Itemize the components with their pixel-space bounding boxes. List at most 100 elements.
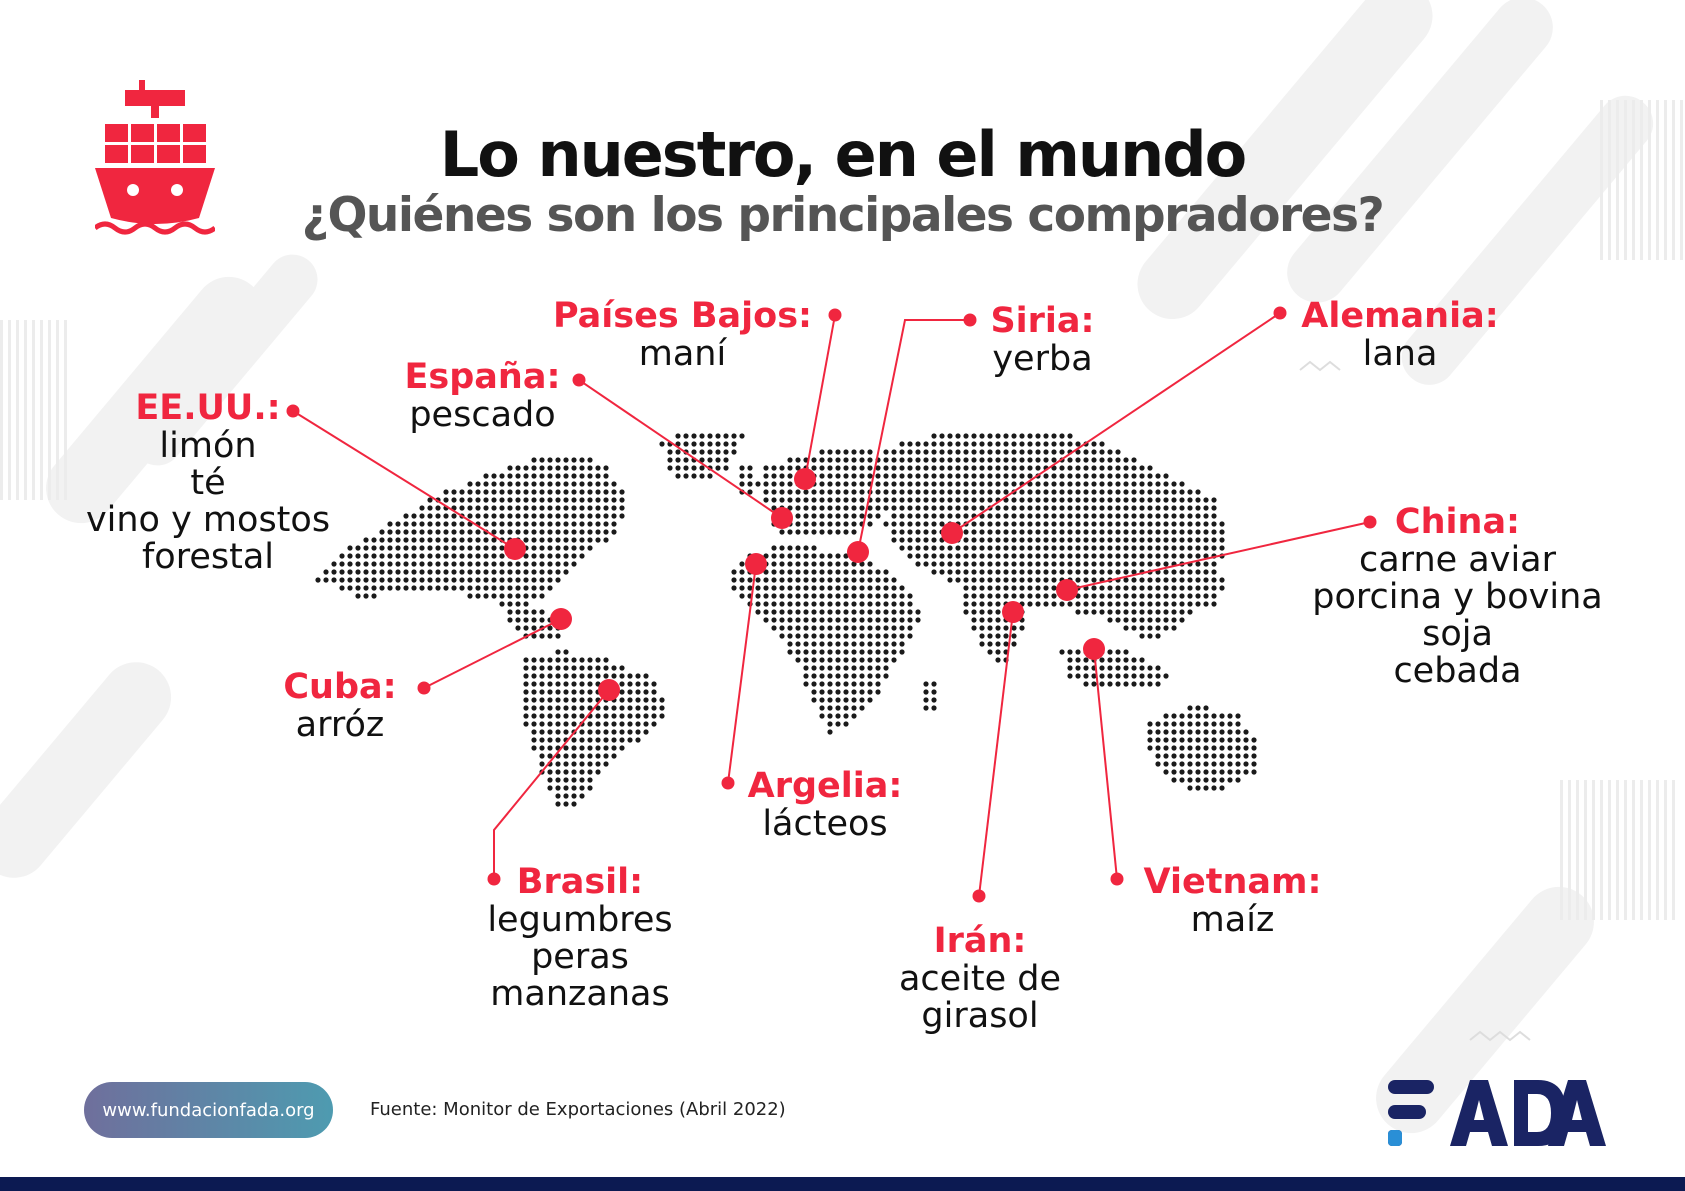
map-dot [379, 585, 385, 591]
map-dot [1211, 777, 1217, 783]
map-dot [907, 473, 913, 479]
map-dot [915, 441, 921, 447]
map-dot [1067, 553, 1073, 559]
map-dot [1195, 497, 1201, 503]
map-dot [779, 577, 785, 583]
map-dot [875, 481, 881, 487]
map-dot [1035, 465, 1041, 471]
map-dot [1235, 721, 1241, 727]
map-dot [1203, 553, 1209, 559]
map-dot [771, 489, 777, 495]
map-dot [851, 705, 857, 711]
map-dot [803, 681, 809, 687]
map-dot [1067, 465, 1073, 471]
map-dot [1179, 761, 1185, 767]
map-dot [939, 569, 945, 575]
map-dot [1027, 521, 1033, 527]
map-dot [675, 449, 681, 455]
map-dot [1179, 545, 1185, 551]
map-dot [587, 665, 593, 671]
map-dot [539, 705, 545, 711]
map-dot [451, 529, 457, 535]
map-dot [763, 585, 769, 591]
map-dot [819, 513, 825, 519]
map-dot [1243, 745, 1249, 751]
map-dot [979, 625, 985, 631]
map-dot [507, 617, 513, 623]
map-dot [1211, 737, 1217, 743]
product: forestal [141, 537, 275, 577]
map-dot [379, 553, 385, 559]
map-dot [1139, 537, 1145, 543]
map-dot [531, 505, 537, 511]
map-dot [395, 577, 401, 583]
map-dot [555, 465, 561, 471]
map-dot [579, 465, 585, 471]
map-dot [1115, 521, 1121, 527]
website-link[interactable]: www.fundacionfada.org [84, 1082, 333, 1138]
map-dot [899, 465, 905, 471]
map-dot [1091, 457, 1097, 463]
map-dot [859, 513, 865, 519]
map-dot [403, 577, 409, 583]
map-dot [1115, 593, 1121, 599]
map-dot [803, 657, 809, 663]
map-dot [515, 505, 521, 511]
map-dot [771, 593, 777, 599]
map-dot [1123, 473, 1129, 479]
map-dot [1139, 529, 1145, 535]
map-dot [1059, 505, 1065, 511]
map-dot [875, 625, 881, 631]
map-dot [1139, 513, 1145, 519]
map-dot [1163, 561, 1169, 567]
map-dot [1203, 721, 1209, 727]
map-dot [667, 457, 673, 463]
product: maíz [1190, 900, 1275, 940]
map-dot [555, 705, 561, 711]
map-dot [731, 449, 737, 455]
map-dot [419, 529, 425, 535]
map-dot [1019, 505, 1025, 511]
map-dot [915, 457, 921, 463]
map-dot [1003, 537, 1009, 543]
map-dot [1107, 537, 1113, 543]
map-dot [1139, 657, 1145, 663]
map-dot [827, 561, 833, 567]
map-dot [867, 473, 873, 479]
map-dot [619, 705, 625, 711]
map-dot [635, 737, 641, 743]
map-dot [1131, 577, 1137, 583]
map-dot [987, 641, 993, 647]
map-dot [819, 681, 825, 687]
map-dot [907, 465, 913, 471]
map-marker [847, 541, 869, 563]
map-dot [1219, 785, 1225, 791]
map-dot [499, 473, 505, 479]
map-dot [403, 569, 409, 575]
map-dot [595, 537, 601, 543]
map-dot [1051, 553, 1057, 559]
map-dot [1171, 721, 1177, 727]
map-dot [443, 521, 449, 527]
map-dot [587, 681, 593, 687]
map-dot [555, 457, 561, 463]
map-dot [851, 617, 857, 623]
map-dot [603, 673, 609, 679]
map-dot [1139, 561, 1145, 567]
map-dot [531, 689, 537, 695]
map-dot [931, 449, 937, 455]
map-dot [563, 697, 569, 703]
map-dot [651, 689, 657, 695]
map-dot [595, 737, 601, 743]
map-dot [595, 673, 601, 679]
map-dot [875, 673, 881, 679]
map-dot [443, 561, 449, 567]
map-dot [1139, 593, 1145, 599]
map-dot [1115, 601, 1121, 607]
map-dot [1003, 529, 1009, 535]
map-dot [843, 641, 849, 647]
map-dot [491, 473, 497, 479]
map-dot [579, 681, 585, 687]
map-dot [835, 497, 841, 503]
map-dot [1163, 545, 1169, 551]
